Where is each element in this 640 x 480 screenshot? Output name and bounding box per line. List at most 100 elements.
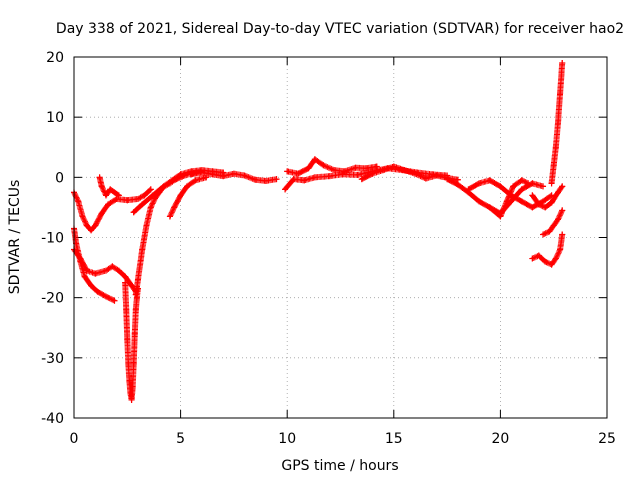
data-point <box>107 186 114 193</box>
data-point <box>476 198 483 205</box>
data-point <box>125 360 132 367</box>
x-tick-label: 10 <box>278 431 296 447</box>
data-point <box>102 267 109 274</box>
data-point <box>113 195 120 202</box>
data-point <box>290 176 297 183</box>
series-late-b <box>529 231 566 268</box>
data-point <box>143 222 150 229</box>
data-point <box>486 177 493 184</box>
data-point <box>122 279 129 286</box>
data-point <box>320 162 327 169</box>
data-point <box>529 255 536 262</box>
data-point <box>88 282 95 289</box>
data-point <box>369 170 376 177</box>
data-point <box>326 173 333 180</box>
data-point <box>92 222 99 229</box>
gridlines <box>74 57 607 418</box>
data-point <box>169 177 176 184</box>
data-point <box>188 171 195 178</box>
data-point <box>230 170 237 177</box>
data-point <box>88 227 95 234</box>
data-point <box>518 198 525 205</box>
data-point <box>98 183 105 190</box>
data-point <box>133 294 140 301</box>
data-point <box>540 183 547 190</box>
series-late-a <box>529 183 566 211</box>
data-point <box>81 273 88 280</box>
data-point <box>149 192 156 199</box>
data-point <box>510 183 517 190</box>
x-axis-title: GPS time / hours <box>281 458 398 474</box>
y-tick-label: 10 <box>46 110 64 126</box>
data-point <box>542 204 549 211</box>
data-point <box>252 176 259 183</box>
data-point <box>126 378 133 385</box>
data-point <box>557 90 564 97</box>
data-point <box>559 183 566 190</box>
data-point <box>102 192 109 199</box>
data-point <box>354 171 361 178</box>
chart-title: Day 338 of 2021, Sidereal Day-to-day VTE… <box>56 21 624 37</box>
data-point <box>220 173 227 180</box>
data-point <box>166 213 173 220</box>
data-point <box>198 169 205 176</box>
data-point <box>311 174 318 181</box>
data-point <box>127 390 134 397</box>
y-axis-title: SDTVAR / TECUs <box>7 180 23 295</box>
x-tick-label: 15 <box>385 431 403 447</box>
series-midday-a <box>188 169 280 184</box>
data-point <box>83 222 90 229</box>
plot-frame <box>73 56 608 419</box>
data-point <box>311 156 318 163</box>
data-point <box>177 192 184 199</box>
data-point <box>352 164 359 171</box>
data-point <box>559 207 566 214</box>
data-point <box>83 267 90 274</box>
data-point <box>557 246 564 253</box>
data-point <box>131 330 138 337</box>
data-point <box>390 163 397 170</box>
data-point <box>497 213 504 220</box>
data-point <box>433 172 440 179</box>
data-point <box>109 263 116 270</box>
series-evening-c <box>486 177 532 220</box>
y-tick-label: 20 <box>46 50 64 66</box>
data-point <box>535 201 542 208</box>
data-point <box>128 282 135 289</box>
data-point <box>177 171 184 178</box>
data-point <box>529 204 536 211</box>
data-point <box>132 306 139 313</box>
data-point <box>401 167 408 174</box>
data-point <box>132 291 139 298</box>
series-track-d <box>96 174 122 199</box>
data-point <box>554 189 561 196</box>
data-point <box>529 192 536 199</box>
data-point <box>380 167 387 174</box>
data-point <box>548 261 555 268</box>
y-tick-label: -40 <box>41 411 64 427</box>
data-point <box>102 293 109 300</box>
y-tick-label: -10 <box>41 231 64 247</box>
data-point <box>147 186 154 193</box>
data-point <box>139 246 146 253</box>
data-point <box>552 144 559 151</box>
data-point <box>171 204 178 211</box>
x-tick-label: 0 <box>70 431 79 447</box>
series-midday-b <box>284 156 380 177</box>
data-point <box>525 180 532 187</box>
data-point <box>554 216 561 223</box>
data-point <box>284 168 291 175</box>
data-point <box>105 201 112 208</box>
y-tick-label: -20 <box>41 291 64 307</box>
data-point <box>559 60 566 67</box>
data-point <box>548 180 555 187</box>
data-point <box>273 176 280 183</box>
series-dip <box>122 279 141 403</box>
data-point <box>305 165 312 172</box>
data-point <box>122 273 129 280</box>
data-point <box>301 177 308 184</box>
data-point <box>550 162 557 169</box>
data-point <box>552 255 559 262</box>
data-point <box>548 199 555 206</box>
